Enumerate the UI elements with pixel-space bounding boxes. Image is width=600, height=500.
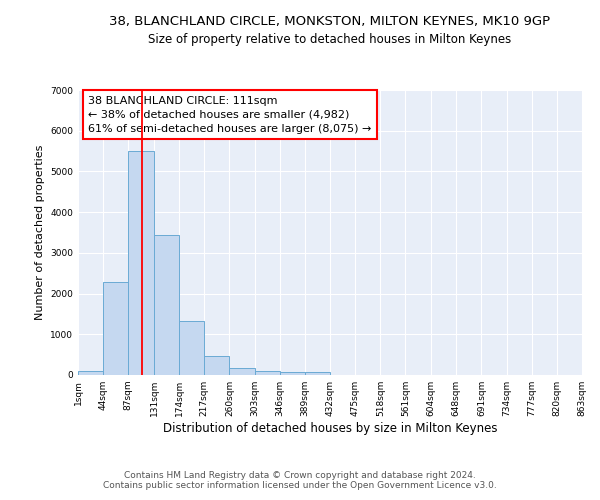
Bar <box>254 372 280 375</box>
Bar <box>229 368 254 375</box>
Text: Size of property relative to detached houses in Milton Keynes: Size of property relative to detached ho… <box>148 32 512 46</box>
Text: 38 BLANCHLAND CIRCLE: 111sqm
← 38% of detached houses are smaller (4,982)
61% of: 38 BLANCHLAND CIRCLE: 111sqm ← 38% of de… <box>88 96 371 134</box>
Bar <box>179 322 204 375</box>
Bar <box>280 372 305 375</box>
Bar <box>128 151 154 375</box>
Text: Contains HM Land Registry data © Crown copyright and database right 2024.
Contai: Contains HM Land Registry data © Crown c… <box>103 470 497 490</box>
Bar <box>305 372 330 375</box>
Bar <box>78 371 103 375</box>
Y-axis label: Number of detached properties: Number of detached properties <box>35 145 44 320</box>
Bar <box>204 356 229 375</box>
Bar <box>154 234 179 375</box>
Text: 38, BLANCHLAND CIRCLE, MONKSTON, MILTON KEYNES, MK10 9GP: 38, BLANCHLAND CIRCLE, MONKSTON, MILTON … <box>109 15 551 28</box>
X-axis label: Distribution of detached houses by size in Milton Keynes: Distribution of detached houses by size … <box>163 422 497 435</box>
Bar <box>103 282 128 375</box>
